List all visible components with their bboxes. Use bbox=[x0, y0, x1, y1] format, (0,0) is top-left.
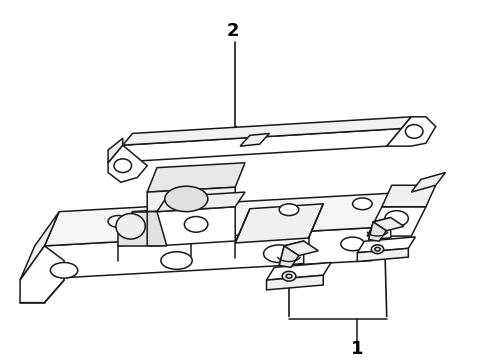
Polygon shape bbox=[20, 212, 59, 280]
Polygon shape bbox=[367, 207, 426, 236]
Polygon shape bbox=[123, 117, 411, 145]
Polygon shape bbox=[45, 192, 411, 246]
Polygon shape bbox=[368, 222, 386, 241]
Polygon shape bbox=[118, 207, 206, 246]
Ellipse shape bbox=[279, 204, 299, 216]
Polygon shape bbox=[373, 217, 404, 231]
Polygon shape bbox=[279, 246, 299, 267]
Polygon shape bbox=[147, 163, 245, 192]
Polygon shape bbox=[108, 129, 401, 163]
Polygon shape bbox=[267, 275, 323, 290]
Ellipse shape bbox=[375, 247, 380, 251]
Polygon shape bbox=[357, 237, 416, 253]
Polygon shape bbox=[20, 226, 396, 280]
Ellipse shape bbox=[161, 252, 192, 269]
Polygon shape bbox=[279, 241, 304, 265]
Polygon shape bbox=[267, 262, 331, 280]
Polygon shape bbox=[118, 212, 157, 246]
Ellipse shape bbox=[286, 274, 292, 278]
Polygon shape bbox=[147, 212, 167, 246]
Polygon shape bbox=[411, 172, 445, 192]
Polygon shape bbox=[157, 207, 235, 246]
Ellipse shape bbox=[108, 216, 127, 227]
Ellipse shape bbox=[282, 271, 296, 281]
Polygon shape bbox=[157, 192, 245, 212]
Polygon shape bbox=[108, 145, 147, 182]
Polygon shape bbox=[108, 138, 123, 163]
Polygon shape bbox=[382, 185, 436, 207]
Polygon shape bbox=[20, 246, 64, 303]
Ellipse shape bbox=[116, 213, 145, 239]
Ellipse shape bbox=[184, 217, 208, 232]
Ellipse shape bbox=[371, 245, 384, 253]
Polygon shape bbox=[357, 248, 408, 261]
Ellipse shape bbox=[341, 237, 364, 251]
Ellipse shape bbox=[405, 125, 423, 138]
Polygon shape bbox=[284, 241, 318, 256]
Polygon shape bbox=[387, 117, 436, 146]
Polygon shape bbox=[368, 217, 391, 239]
Ellipse shape bbox=[353, 198, 372, 210]
Ellipse shape bbox=[385, 211, 408, 226]
Polygon shape bbox=[235, 204, 323, 243]
Ellipse shape bbox=[264, 245, 295, 262]
Ellipse shape bbox=[50, 262, 78, 278]
Polygon shape bbox=[240, 134, 270, 146]
Ellipse shape bbox=[165, 186, 208, 212]
Text: 2: 2 bbox=[227, 22, 240, 40]
Text: 1: 1 bbox=[351, 339, 364, 357]
Polygon shape bbox=[147, 187, 235, 212]
Ellipse shape bbox=[114, 159, 131, 172]
